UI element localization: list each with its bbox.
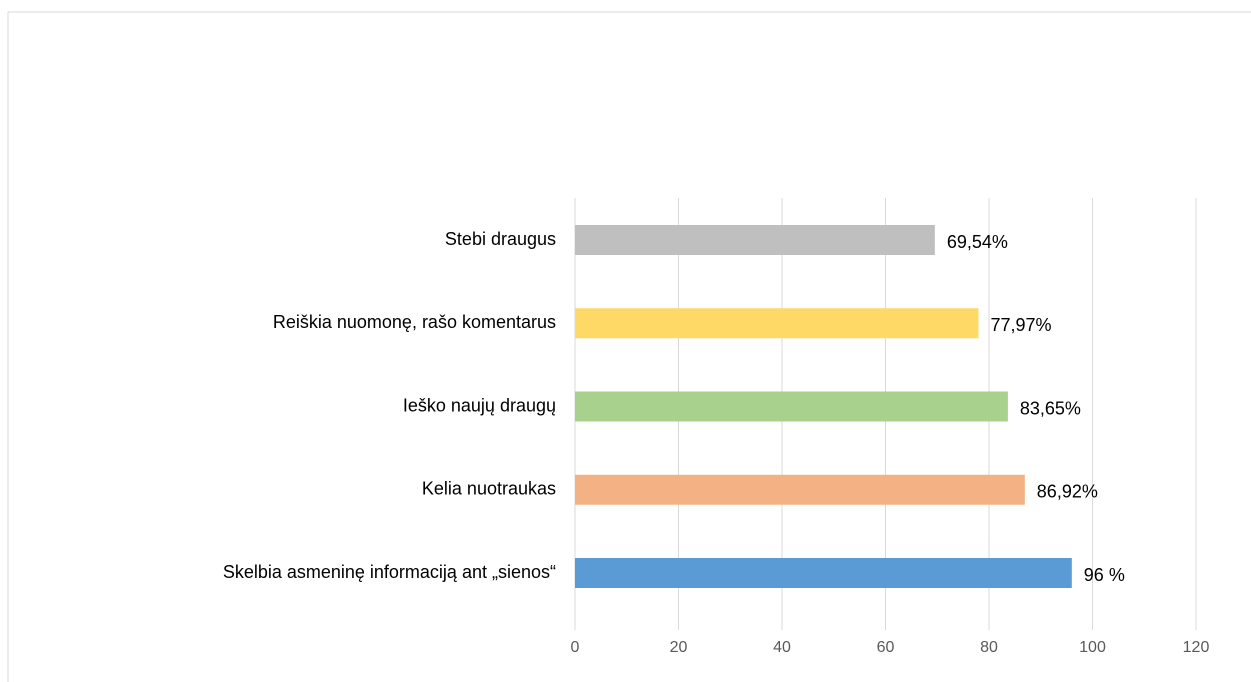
y-tick-label: Stebi draugus bbox=[445, 229, 556, 249]
value-label: 86,92% bbox=[1037, 482, 1098, 502]
bar bbox=[575, 225, 935, 255]
x-tick-label: 120 bbox=[1183, 639, 1210, 656]
y-tick-label: Kelia nuotraukas bbox=[422, 479, 556, 499]
x-tick-label: 60 bbox=[877, 639, 895, 656]
bar bbox=[575, 391, 1008, 422]
y-tick-label: Ieško naujų draugų bbox=[403, 395, 556, 415]
bar bbox=[575, 558, 1072, 588]
x-tick-label: 0 bbox=[571, 639, 580, 656]
x-tick-label: 40 bbox=[773, 639, 791, 656]
bar bbox=[575, 474, 1025, 505]
y-tick-label: Reiškia nuomonę, rašo komentarus bbox=[273, 312, 556, 332]
value-label: 77,97% bbox=[990, 315, 1051, 335]
bar bbox=[575, 308, 979, 339]
y-tick-label: Skelbia asmeninę informaciją ant „sienos… bbox=[223, 562, 556, 582]
value-label: 96 % bbox=[1084, 565, 1125, 585]
x-tick-label: 100 bbox=[1079, 639, 1106, 656]
value-label: 69,54% bbox=[947, 232, 1008, 252]
x-tick-label: 80 bbox=[980, 639, 998, 656]
value-label: 83,65% bbox=[1020, 398, 1081, 418]
x-tick-label: 20 bbox=[670, 639, 688, 656]
